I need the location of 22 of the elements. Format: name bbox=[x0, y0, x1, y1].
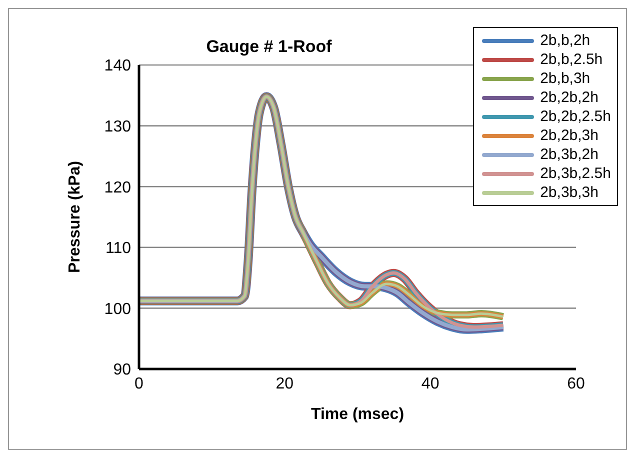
legend-label: 2b,3b,3h bbox=[540, 184, 598, 201]
x-tick-label: 40 bbox=[421, 375, 440, 392]
x-tick-label: 20 bbox=[276, 375, 294, 392]
legend-label: 2b,b,2h bbox=[540, 32, 590, 49]
y-tick-label: 140 bbox=[104, 58, 132, 75]
y-axis-title: Pressure (kPa) bbox=[66, 160, 84, 274]
legend-label: 2b,2b,2h bbox=[540, 89, 598, 106]
chart-title: Gauge # 1-Roof bbox=[205, 37, 333, 57]
legend-label: 2b,b,2.5h bbox=[540, 51, 603, 68]
legend-label: 2b,3b,2.5h bbox=[540, 165, 611, 182]
legend-label: 2b,2b,2.5h bbox=[540, 108, 611, 125]
x-tick-label: 60 bbox=[567, 375, 585, 392]
legend-label: 2b,b,3h bbox=[540, 70, 590, 87]
y-tick-label: 130 bbox=[104, 118, 132, 136]
y-tick-label: 90 bbox=[113, 362, 132, 379]
y-tick-label: 110 bbox=[105, 240, 132, 258]
legend-label: 2b,3b,2h bbox=[540, 146, 598, 163]
y-tick-label: 120 bbox=[104, 179, 132, 196]
legend-label: 2b,2b,3h bbox=[540, 127, 598, 144]
x-tick-label: 0 bbox=[134, 375, 144, 392]
y-tick-label: 100 bbox=[104, 300, 132, 318]
x-axis-title: Time (msec) bbox=[310, 406, 404, 423]
